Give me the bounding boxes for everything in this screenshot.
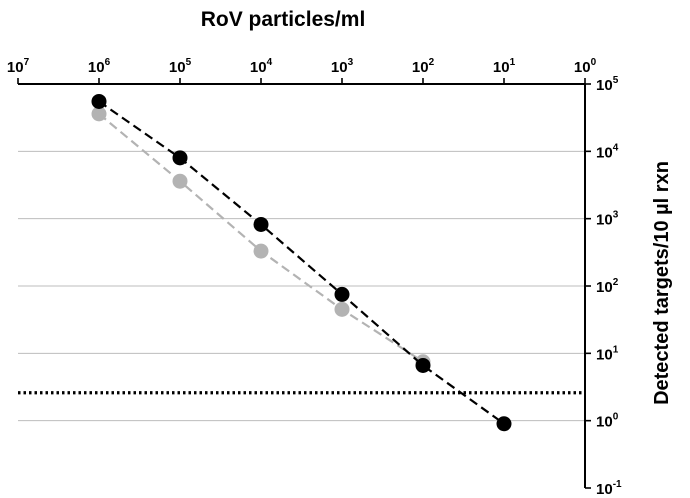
- y-tick-label: 102: [596, 277, 619, 296]
- tick-labels: 107 106 105 104 103 102 101 1001051041031021011…: [7, 57, 622, 498]
- series-layer: [91, 93, 512, 432]
- x-tick-label: 103: [331, 57, 354, 76]
- data-point: [496, 416, 512, 432]
- data-point: [253, 216, 269, 232]
- axes: [17, 78, 591, 489]
- x-tick-label: 102: [412, 57, 435, 76]
- y-tick-label: 103: [596, 210, 619, 229]
- x-tick-label: 101: [493, 57, 516, 76]
- x-tick-label: 104: [250, 57, 273, 76]
- data-point: [91, 93, 107, 109]
- data-point: [172, 150, 188, 166]
- x-tick-label: 107: [7, 57, 30, 76]
- data-point: [253, 243, 269, 259]
- y-tick-label: 101: [596, 344, 619, 363]
- chart-title: RoV particles/ml: [201, 8, 366, 31]
- gridlines: [18, 150, 585, 422]
- data-point: [91, 106, 107, 122]
- y-tick-label: 100: [596, 412, 619, 431]
- x-tick-label: 100: [574, 57, 597, 76]
- y-tick-label: 10-1: [596, 479, 622, 498]
- data-point: [334, 301, 350, 317]
- series-line: [98, 100, 505, 425]
- y-tick-label: 104: [596, 142, 619, 161]
- data-point: [172, 173, 188, 189]
- data-point: [415, 357, 431, 373]
- data-point: [334, 286, 350, 302]
- y-tick-label: 105: [596, 75, 619, 94]
- x-tick-label: 106: [88, 57, 111, 76]
- y-axis-label: Detected targets/10 µl rxn: [651, 161, 673, 405]
- x-tick-label: 105: [169, 57, 192, 76]
